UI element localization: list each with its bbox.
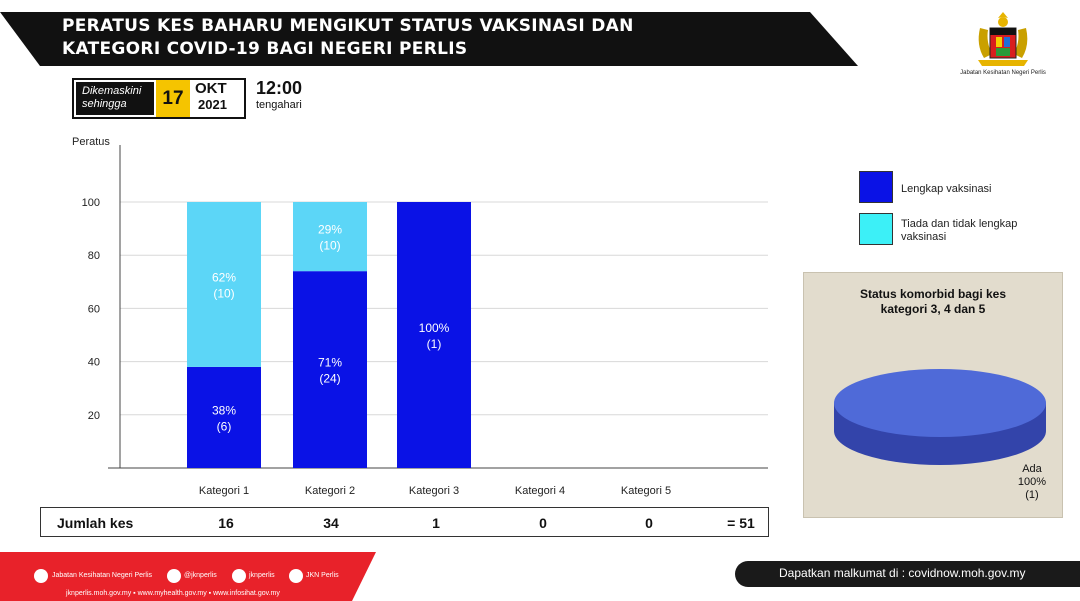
y-tick-60: 60 xyxy=(88,303,100,315)
comorbid-title-line1: Status komorbid bagi kes xyxy=(859,287,1007,301)
footer-red-band xyxy=(0,552,376,601)
total-kategori-1: 16 xyxy=(218,515,234,531)
twitter-link[interactable]: @jknperlis xyxy=(184,572,217,579)
x-tick-4: Kategori 4 xyxy=(515,485,565,497)
legend-label-unvaccinated-line2: vaksinasi xyxy=(901,231,947,243)
x-tick-2: Kategori 2 xyxy=(305,485,355,497)
bar-1-series-2 xyxy=(187,202,261,367)
footer-web-links[interactable]: jknperlis.moh.gov.my ▪ www.myhealth.gov.… xyxy=(66,590,280,597)
slice-count: (1) xyxy=(1025,489,1039,501)
y-axis-label: Peratus xyxy=(72,136,110,148)
update-stamp-box: Dikemaskini sehingga 17 OKT 2021 xyxy=(72,78,246,119)
crest-caption: Jabatan Kesihatan Negeri Perlis xyxy=(960,70,1046,76)
footer-info-text[interactable]: Dapatkan malkumat di : covidnow.moh.gov.… xyxy=(779,566,1026,580)
bar-label-2-series-1: 71% xyxy=(318,356,342,370)
legend-swatch-unvaccinated xyxy=(859,213,893,245)
bar-2-series-1 xyxy=(293,271,367,468)
x-tick-3: Kategori 3 xyxy=(409,485,459,497)
footer-info-pill: Dapatkan malkumat di : covidnow.moh.gov.… xyxy=(735,561,1080,587)
legend-label-vaccinated: Lengkap vaksinasi xyxy=(901,183,992,195)
title-banner-shape xyxy=(0,12,858,66)
bar-2-series-2 xyxy=(293,202,367,272)
comorbid-pie xyxy=(834,369,1046,465)
comorbid-panel: Status komorbid bagi kes kategori 3, 4 d… xyxy=(803,272,1063,518)
bar-count-1-series-1: (6) xyxy=(217,419,232,433)
chart-tick-labels: 20 40 60 80 100 Kategori 1 Kategori 2 Kategori … xyxy=(82,197,671,497)
stacked-bar-chart: 38% (6) 62% (10) 71% (24) 29% (10) 100% (1) 20 40 6… xyxy=(72,136,768,497)
update-label: Dikemaskini sehingga xyxy=(76,82,154,115)
total-sum: = 51 xyxy=(727,515,755,531)
facebook-icon[interactable] xyxy=(34,569,48,583)
update-day: 17 xyxy=(156,80,190,117)
update-year: 2021 xyxy=(198,97,227,112)
instagram-link[interactable]: jknperlis xyxy=(249,572,275,579)
tiktok-link[interactable]: JKN Perlis xyxy=(306,572,339,579)
y-tick-20: 20 xyxy=(88,410,100,422)
instagram-icon[interactable] xyxy=(232,569,246,583)
bar-label-2-series-2: 29% xyxy=(318,223,342,237)
bar-count-2-series-2: (10) xyxy=(319,239,340,253)
pie-slice-ada xyxy=(834,369,1046,437)
update-time: 12:00 xyxy=(256,78,303,98)
bar-1-series-1 xyxy=(187,366,261,468)
slice-percent: 100% xyxy=(1017,476,1047,488)
comorbid-title: Status komorbid bagi kes kategori 3, 4 d… xyxy=(804,287,1062,317)
legend-label-unvaccinated: Tiada dan tidak lengkap vaksinasi xyxy=(901,218,1017,244)
y-tick-40: 40 xyxy=(88,357,100,369)
update-stamp: Dikemaskini sehingga 17 OKT 2021 12:00 t… xyxy=(72,74,316,119)
chart-bars: 38% (6) 62% (10) 71% (24) 29% (10) 100% (1) xyxy=(187,202,471,468)
page-title-line2: KATEGORI COVID-19 BAGI NEGERI PERLIS xyxy=(62,39,468,59)
bar-count-1-series-2: (10) xyxy=(213,286,234,300)
x-tick-1: Kategori 1 xyxy=(199,485,249,497)
total-kategori-2: 34 xyxy=(323,515,339,531)
total-kategori-3: 1 xyxy=(432,515,440,531)
comorbid-slice-label: Ada 100% (1) xyxy=(1004,463,1060,502)
update-month: OKT xyxy=(195,80,227,97)
legend-label-unvaccinated-line1: Tiada dan tidak lengkap xyxy=(901,218,1018,230)
bar-label-1-series-2: 62% xyxy=(212,270,236,284)
y-tick-80: 80 xyxy=(88,250,100,262)
bar-label-3-series-1: 100% xyxy=(419,321,450,335)
facebook-link[interactable]: Jabatan Kesihatan Negeri Perlis xyxy=(52,572,153,579)
update-label-line2: sehingga xyxy=(82,98,127,110)
title-banner: PERATUS KES BAHARU MENGIKUT STATUS VAKSI… xyxy=(0,12,860,66)
tiktok-icon[interactable] xyxy=(289,569,303,583)
update-period: tengahari xyxy=(256,99,302,111)
bar-count-3-series-1: (1) xyxy=(427,337,442,351)
bar-count-2-series-1: (24) xyxy=(319,372,340,386)
bar-label-1-series-1: 38% xyxy=(212,403,236,417)
update-label-line1: Dikemaskini xyxy=(82,85,142,97)
legend-swatch-vaccinated xyxy=(859,171,893,203)
y-tick-100: 100 xyxy=(82,197,100,209)
bar-3-series-1 xyxy=(397,202,471,468)
comorbid-title-line2: kategori 3, 4 dan 5 xyxy=(880,302,986,316)
slice-name: Ada xyxy=(1022,463,1042,475)
twitter-icon[interactable] xyxy=(167,569,181,583)
totals-label: Jumlah kes xyxy=(57,515,134,531)
x-tick-5: Kategori 5 xyxy=(621,485,671,497)
total-kategori-4: 0 xyxy=(539,515,547,531)
totals-row: Jumlah kes 16 34 1 0 0 = 51 xyxy=(40,507,769,537)
total-kategori-5: 0 xyxy=(645,515,653,531)
malaysia-crest-logo xyxy=(968,10,1038,68)
page-title-line1: PERATUS KES BAHARU MENGIKUT STATUS VAKSI… xyxy=(62,16,634,36)
